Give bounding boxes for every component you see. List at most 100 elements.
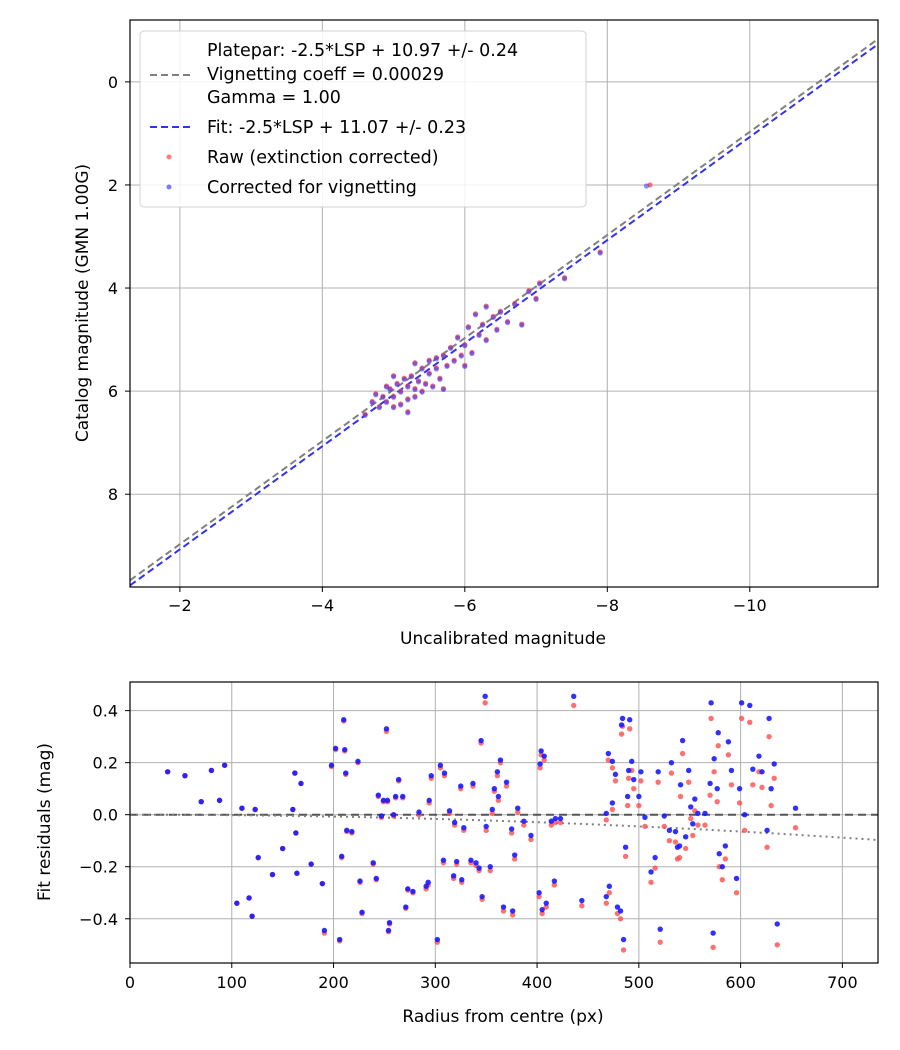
residual-corrected-point — [255, 854, 261, 861]
corrected-point — [440, 353, 447, 359]
corrected-point — [451, 358, 457, 364]
corrected-point — [426, 371, 432, 377]
corrected-point — [398, 389, 404, 395]
residual-corrected-point — [298, 780, 304, 787]
residual-corrected-point — [437, 762, 444, 768]
top-x-tick-label: −10 — [733, 596, 767, 615]
legend: Platepar: -2.5*LSP + 10.97 +/- 0.24 Vign… — [139, 30, 587, 208]
residual-corrected-point — [625, 767, 632, 774]
corrected-point — [444, 363, 450, 369]
residual-corrected-point — [487, 864, 493, 870]
residual-corrected-point — [198, 798, 204, 805]
residual-raw-point — [677, 793, 684, 800]
residual-raw-point — [686, 779, 692, 785]
legend-item-platepar: Platepar: -2.5*LSP + 10.97 +/- 0.24 — [207, 41, 518, 61]
residual-corrected-point — [648, 869, 654, 875]
corrected-point — [383, 384, 390, 390]
residual-corrected-point — [741, 811, 748, 818]
corrected-point — [419, 389, 425, 395]
corrected-point — [412, 394, 418, 400]
residual-corrected-point — [239, 805, 245, 811]
residual-corrected-point — [792, 805, 799, 811]
residual-corrected-point — [373, 875, 379, 882]
residual-raw-point — [759, 784, 765, 791]
residual-corrected-point — [461, 825, 467, 831]
residual-corrected-point — [747, 702, 753, 709]
residual-corrected-point — [614, 904, 621, 910]
residual-corrected-point — [410, 888, 416, 895]
residual-raw-point — [508, 830, 515, 836]
residual-corrected-point — [216, 797, 223, 804]
bottom-scatter-points — [164, 693, 799, 953]
corrected-point — [380, 394, 386, 400]
legend-corrected-dot-icon — [166, 184, 172, 190]
residual-corrected-point — [491, 785, 498, 792]
residual-corrected-point — [609, 758, 616, 765]
residual-corrected-point — [164, 769, 171, 775]
residual-corrected-point — [537, 761, 543, 767]
residual-raw-point — [771, 775, 777, 781]
top-scatter-points — [362, 182, 653, 418]
residual-corrected-point — [246, 895, 252, 901]
residual-raw-point — [503, 783, 510, 789]
residual-raw-point — [702, 822, 708, 828]
residual-raw-point — [579, 903, 585, 909]
corrected-point — [480, 322, 486, 328]
residual-corrected-point — [494, 769, 501, 775]
residual-corrected-point — [416, 809, 422, 815]
residual-raw-point — [625, 775, 632, 781]
bottom-plot-frame — [129, 681, 879, 964]
residual-corrected-point — [677, 782, 684, 788]
legend-raw-dot-icon — [166, 154, 172, 160]
residual-corrected-point — [252, 806, 258, 813]
residual-corrected-point — [479, 893, 485, 900]
top-x-tick-label: −4 — [311, 596, 335, 615]
residual-corrected-point — [666, 827, 673, 834]
residual-raw-point — [733, 890, 740, 896]
residual-corrected-point — [336, 936, 343, 943]
residual-raw-point — [661, 823, 667, 830]
legend-box — [139, 30, 587, 208]
residual-raw-point — [557, 819, 564, 826]
residual-corrected-point — [642, 814, 648, 820]
residual-corrected-point — [249, 913, 255, 919]
residual-raw-point — [500, 908, 507, 914]
residual-corrected-point — [579, 897, 585, 904]
residual-corrected-point — [711, 756, 717, 762]
residual-corrected-point — [375, 792, 382, 798]
residual-raw-point — [552, 819, 559, 826]
residual-raw-point — [764, 844, 770, 850]
residual-corrected-point — [715, 730, 721, 736]
legend-item-fit: Fit: -2.5*LSP + 11.07 +/- 0.23 — [207, 118, 466, 138]
corrected-point — [561, 276, 568, 282]
corrected-point — [362, 412, 368, 418]
residual-corrected-point — [293, 830, 299, 836]
residual-corrected-point — [771, 761, 777, 767]
corrected-point — [469, 350, 475, 357]
residual-corrected-point — [736, 785, 743, 792]
corrected-point — [458, 353, 464, 359]
residual-corrected-point — [759, 769, 765, 775]
residual-corrected-point — [384, 797, 391, 804]
residual-corrected-point — [626, 717, 633, 723]
residual-corrected-point — [470, 780, 476, 787]
residual-corrected-point — [603, 810, 609, 817]
residual-raw-point — [666, 838, 673, 844]
residual-corrected-point — [676, 843, 683, 849]
corrected-point — [512, 301, 518, 308]
residual-corrected-point — [476, 865, 482, 871]
vignetting-trend-curve — [130, 813, 878, 841]
residual-corrected-point — [636, 793, 642, 800]
residual-raw-point — [672, 839, 679, 845]
residual-corrected-point — [725, 739, 732, 745]
corrected-point — [398, 402, 404, 408]
corrected-point — [408, 374, 414, 380]
residual-corrected-point — [629, 758, 635, 765]
residual-corrected-point — [319, 880, 326, 887]
residual-corrected-point — [405, 886, 411, 892]
residual-corrected-point — [459, 877, 465, 883]
residual-corrected-point — [403, 904, 409, 910]
residual-corrected-point — [378, 813, 385, 819]
residual-corrected-point — [708, 700, 714, 706]
residual-corrected-point — [692, 796, 698, 802]
